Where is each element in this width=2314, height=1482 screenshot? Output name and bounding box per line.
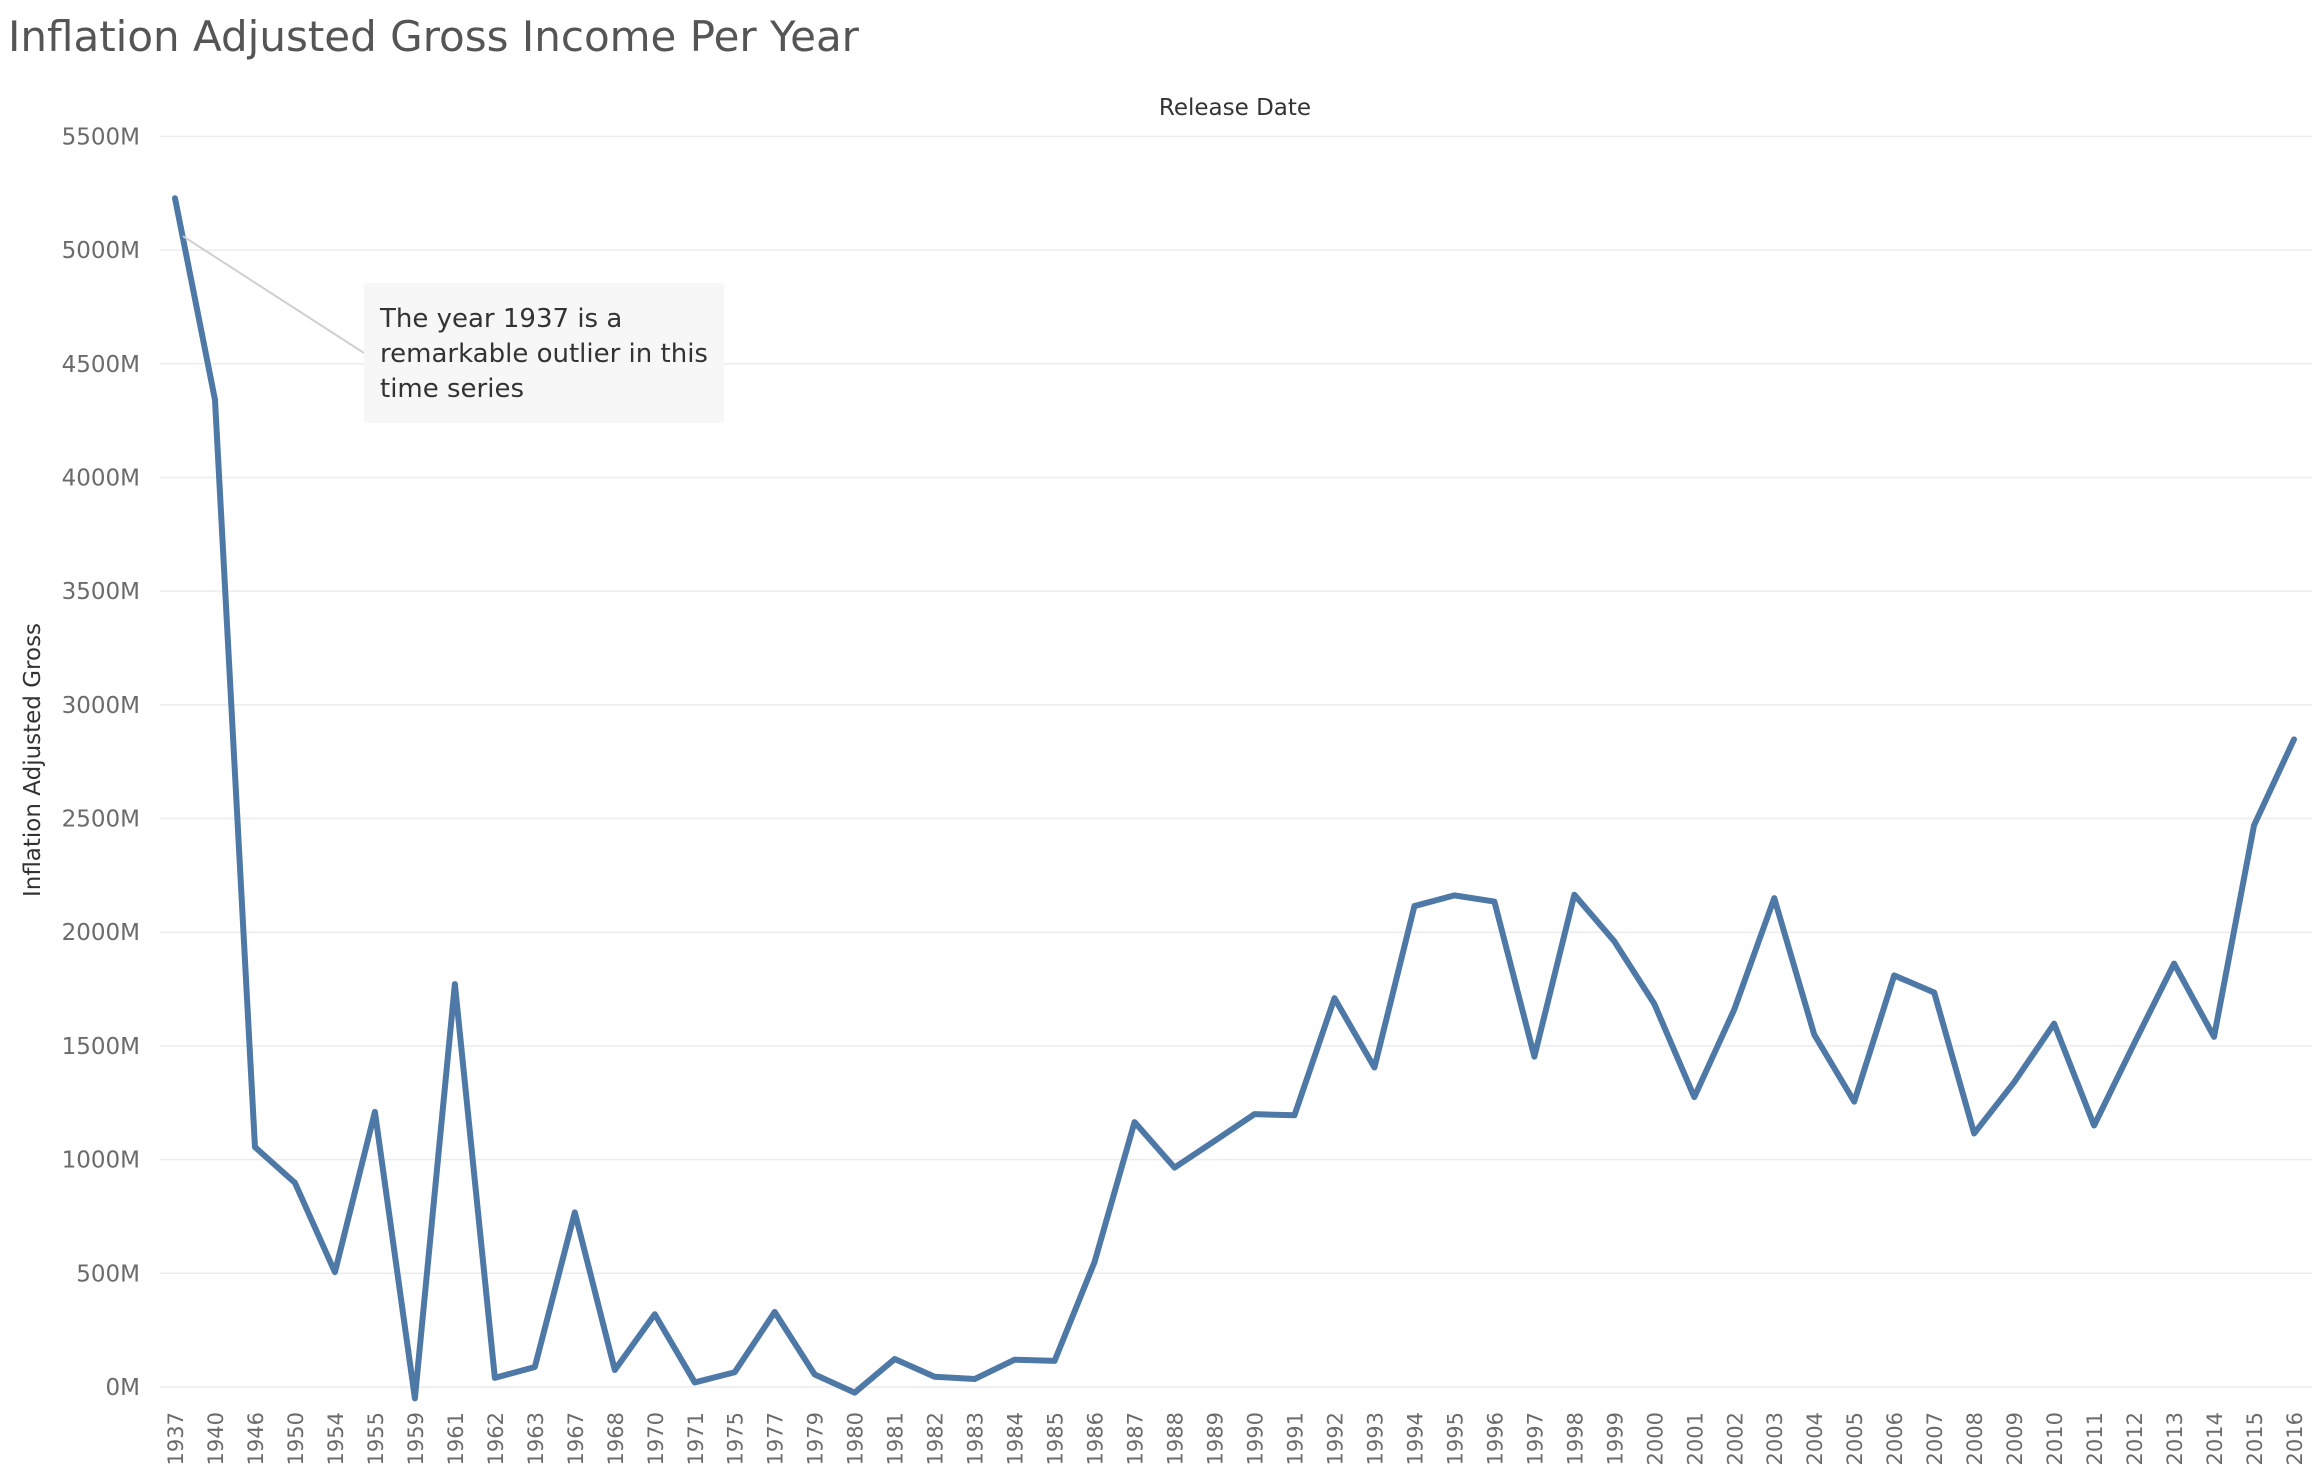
x-tick-label: 1984 xyxy=(1004,1412,1028,1465)
x-tick-label: 1937 xyxy=(164,1412,188,1465)
x-axis-title: Release Date xyxy=(1159,95,1311,121)
x-tick-label: 1977 xyxy=(764,1412,788,1465)
x-tick-label: 1986 xyxy=(1084,1412,1108,1465)
y-axis-ticks: 0M 500M 1000M 1500M 2000M 2500M 3000M 3500M 4000… xyxy=(62,124,140,1401)
x-tick-label: 1996 xyxy=(1483,1412,1507,1465)
x-tick-label: 1970 xyxy=(644,1412,668,1465)
x-tick-label: 2016 xyxy=(2283,1412,2307,1465)
y-tick-label: 5000M xyxy=(62,238,140,264)
y-tick-label: 0M xyxy=(106,1375,140,1401)
x-tick-label: 2000 xyxy=(1643,1412,1667,1465)
x-tick-label: 2014 xyxy=(2203,1412,2227,1465)
x-tick-label: 2004 xyxy=(1803,1412,1827,1465)
x-tick-label: 1962 xyxy=(484,1412,508,1465)
y-tick-label: 2000M xyxy=(62,920,140,946)
x-tick-label: 1998 xyxy=(1563,1412,1587,1465)
y-tick-label: 4000M xyxy=(62,465,140,491)
x-tick-label: 2001 xyxy=(1683,1412,1707,1465)
x-tick-label: 1961 xyxy=(444,1412,468,1465)
x-tick-label: 1975 xyxy=(724,1412,748,1465)
x-tick-label: 1981 xyxy=(884,1412,908,1465)
x-tick-label: 2008 xyxy=(1963,1412,1987,1465)
y-axis-title: Inflation Adjusted Gross xyxy=(20,623,46,897)
x-tick-label: 1992 xyxy=(1323,1412,1347,1465)
y-tick-label: 1000M xyxy=(62,1148,140,1174)
y-tick-label: 3000M xyxy=(62,693,140,719)
x-tick-label: 2003 xyxy=(1763,1412,1787,1465)
x-tick-label: 1991 xyxy=(1283,1412,1307,1465)
x-tick-label: 1999 xyxy=(1603,1412,1627,1465)
annotation: The year 1937 is a remarkable outlier in … xyxy=(182,235,724,423)
x-tick-label: 1963 xyxy=(524,1412,548,1465)
x-tick-label: 1954 xyxy=(324,1412,348,1465)
x-tick-label: 2010 xyxy=(2043,1412,2067,1465)
annotation-line: remarkable outlier in this xyxy=(380,339,708,369)
annotation-line: time series xyxy=(380,374,524,404)
x-tick-label: 2005 xyxy=(1843,1412,1867,1465)
chart-title: Inflation Adjusted Gross Income Per Year xyxy=(8,12,859,61)
x-tick-label: 1989 xyxy=(1204,1412,1228,1465)
series-line xyxy=(172,195,2297,1402)
x-tick-label: 1959 xyxy=(404,1412,428,1465)
x-tick-label: 1990 xyxy=(1243,1412,1267,1465)
gridlines xyxy=(160,135,2312,1388)
x-tick-label: 2015 xyxy=(2243,1412,2267,1465)
y-tick-label: 4500M xyxy=(62,352,140,378)
x-tick-label: 1955 xyxy=(364,1412,388,1465)
x-axis-ticks: 1937 1940 1946 1950 1954 1955 1959 1961 1962 1963… xyxy=(164,1412,2307,1465)
annotation-leader-line xyxy=(182,235,365,354)
x-tick-label: 1995 xyxy=(1443,1412,1467,1465)
x-tick-label: 2007 xyxy=(1923,1412,1947,1465)
y-tick-label: 1500M xyxy=(62,1034,140,1060)
x-tick-label: 2006 xyxy=(1883,1412,1907,1465)
y-tick-label: 500M xyxy=(76,1261,140,1287)
y-tick-label: 5500M xyxy=(62,124,140,150)
x-tick-label: 1985 xyxy=(1044,1412,1068,1465)
x-tick-label: 1971 xyxy=(684,1412,708,1465)
y-tick-label: 2500M xyxy=(62,807,140,833)
x-tick-label: 1980 xyxy=(844,1412,868,1465)
x-tick-label: 2011 xyxy=(2083,1412,2107,1465)
x-tick-label: 1968 xyxy=(604,1412,628,1465)
x-tick-label: 1993 xyxy=(1363,1412,1387,1465)
x-tick-label: 2002 xyxy=(1723,1412,1747,1465)
x-tick-label: 1940 xyxy=(204,1412,228,1465)
x-tick-label: 2012 xyxy=(2123,1412,2147,1465)
x-tick-label: 1994 xyxy=(1403,1412,1427,1465)
x-tick-label: 1946 xyxy=(244,1412,268,1465)
x-tick-label: 1988 xyxy=(1164,1412,1188,1465)
x-tick-label: 1979 xyxy=(804,1412,828,1465)
x-tick-label: 1950 xyxy=(284,1412,308,1465)
annotation-text: The year 1937 is a remarkable outlier in … xyxy=(379,304,708,404)
y-tick-label: 3500M xyxy=(62,579,140,605)
x-tick-label: 1983 xyxy=(964,1412,988,1465)
annotation-box xyxy=(364,283,724,423)
x-tick-label: 2009 xyxy=(2003,1412,2027,1465)
x-tick-label: 1967 xyxy=(564,1412,588,1465)
x-tick-label: 1997 xyxy=(1523,1412,1547,1465)
x-tick-label: 1982 xyxy=(924,1412,948,1465)
x-tick-label: 2013 xyxy=(2163,1412,2187,1465)
annotation-line: The year 1937 is a xyxy=(379,304,622,334)
x-tick-label: 1987 xyxy=(1124,1412,1148,1465)
